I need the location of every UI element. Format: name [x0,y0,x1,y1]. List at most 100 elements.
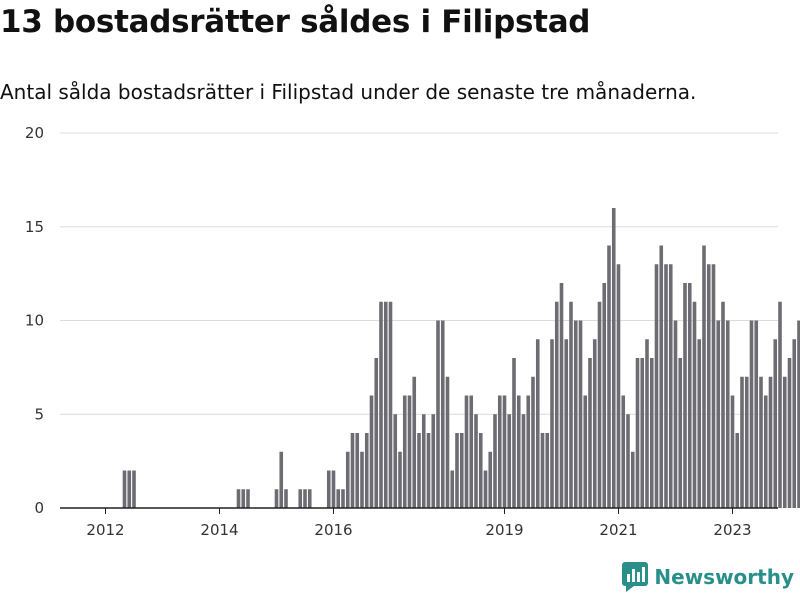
bar [768,376,773,508]
x-tick-label: 2019 [485,521,523,539]
page-title: 13 bostadsrätter såldes i Filipstad [0,4,591,40]
bar [474,414,478,508]
bar [127,470,132,508]
bar [763,395,768,508]
bar [611,208,616,508]
bar [279,451,284,508]
bar [626,414,630,508]
x-tick-label: 2023 [713,521,751,539]
bar [649,358,654,508]
bar [455,433,459,508]
bar [512,358,516,508]
bar [431,414,436,508]
bar [735,433,740,508]
bar [630,451,635,508]
bar [730,395,735,508]
x-tick-label: 2012 [86,521,124,539]
bar [241,489,246,508]
bar [345,451,350,508]
bar [635,358,640,508]
page-subtitle: Antal sålda bostadsrätter i Filipstad un… [0,80,697,104]
bar [540,433,545,508]
bar [797,320,800,508]
bar [740,376,744,508]
bars-layer [122,208,800,508]
bar [497,395,502,508]
bar [531,376,535,508]
bar [602,283,607,508]
bar [592,339,597,508]
bar [616,264,621,508]
bar [407,395,412,508]
labels-layer: 05101520201220142016201920212023202513 [25,124,752,539]
bar [687,283,692,508]
bar [697,339,702,508]
bar [787,358,792,508]
bar [659,245,664,508]
bar [569,301,573,508]
bar [573,320,578,508]
bar [412,376,417,508]
bar [607,245,611,508]
bar [711,264,716,508]
bar [274,489,279,508]
bar [621,395,626,508]
bar [402,395,407,508]
bar [706,264,711,508]
bar [374,358,379,508]
bar [516,395,521,508]
bar [469,395,474,508]
bar [459,433,464,508]
bar [417,433,421,508]
bar [578,320,583,508]
y-tick-label: 15 [25,218,44,236]
bar [426,433,431,508]
bar [535,339,540,508]
bar [521,414,526,508]
bar [583,395,588,508]
bar [702,245,706,508]
bar [654,264,659,508]
bar [640,358,645,508]
bar [673,320,678,508]
bar [421,414,426,508]
bar [559,283,564,508]
bar [645,339,649,508]
bar [246,489,250,508]
bar [725,320,730,508]
bar [284,489,288,508]
bar [478,433,483,508]
bar [759,376,763,508]
brand-name: Newsworthy [654,565,794,589]
bar [678,358,683,508]
bar [488,451,493,508]
bar [588,358,592,508]
bar [369,395,374,508]
y-tick-label: 0 [34,499,44,517]
bar [393,414,398,508]
bar [132,470,136,508]
bar [364,433,369,508]
bar [307,489,312,508]
brand-logo: Newsworthy [622,562,794,592]
bar [749,320,754,508]
bar [350,433,355,508]
bar [554,301,559,508]
grid-layer [60,132,778,415]
bar [564,339,569,508]
bar [464,395,469,508]
bar [545,433,550,508]
x-tick-label: 2021 [599,521,637,539]
bar [398,451,402,508]
bar [379,301,383,508]
bar [336,489,341,508]
bar [483,470,488,508]
x-tick-label: 2016 [314,521,352,539]
bar [721,301,725,508]
bar [716,320,721,508]
bar [744,376,749,508]
bar [122,470,127,508]
bar [383,301,388,508]
bar [664,264,668,508]
y-tick-label: 5 [34,405,44,423]
